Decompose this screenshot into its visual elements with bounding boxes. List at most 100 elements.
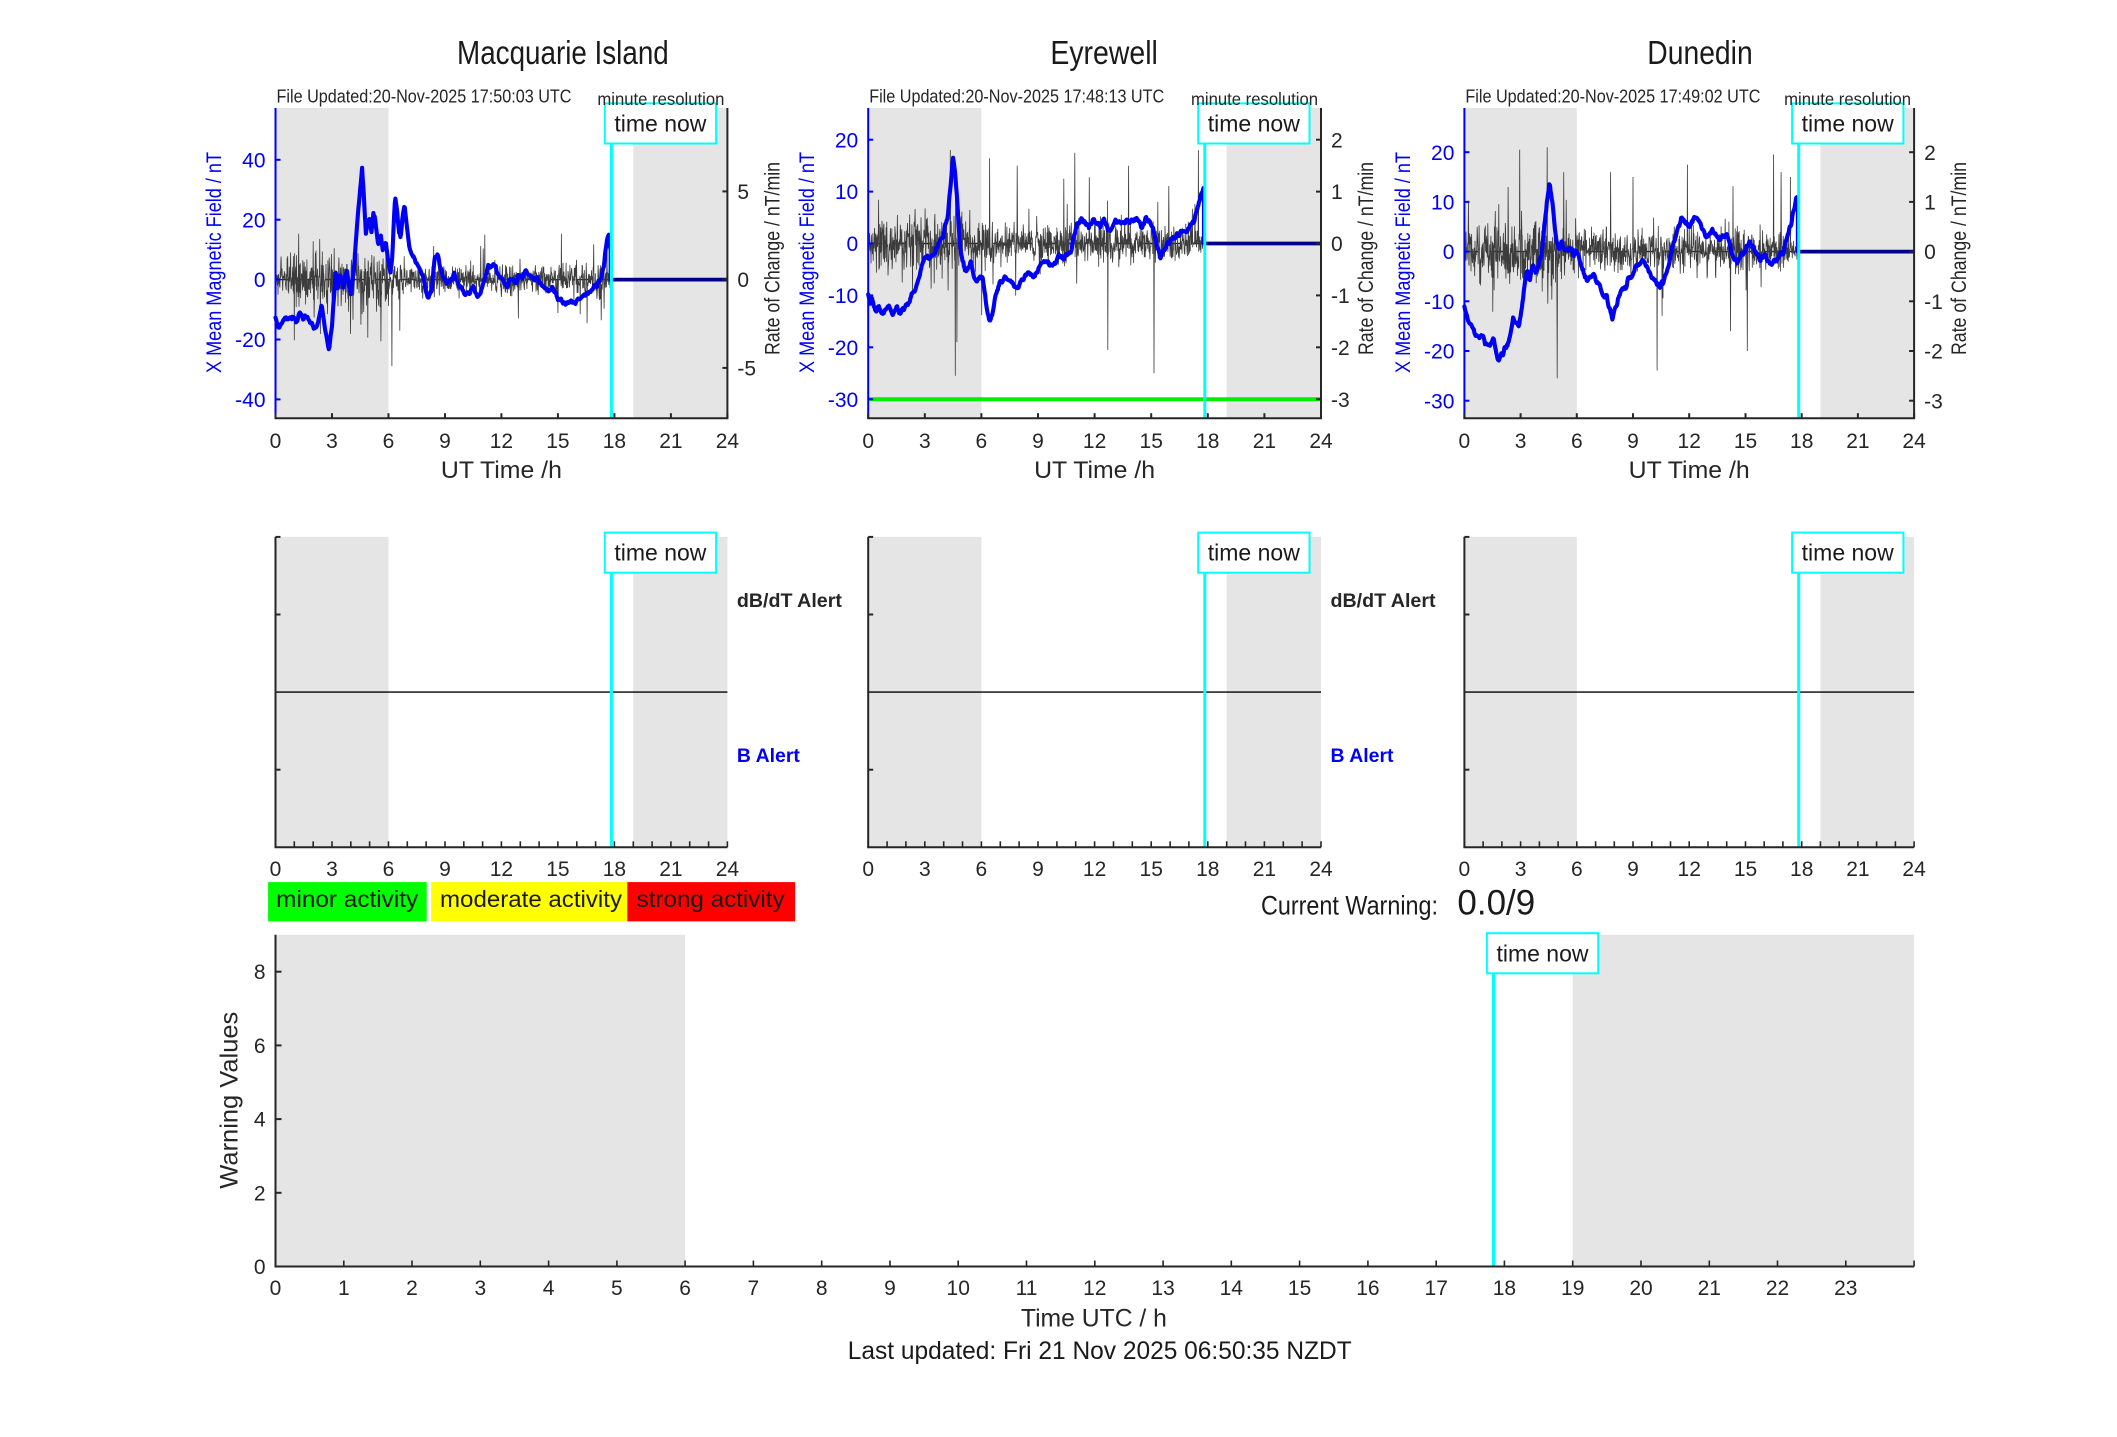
svg-text:14: 14 xyxy=(1220,1277,1244,1300)
svg-text:0.0/9: 0.0/9 xyxy=(1457,883,1535,922)
svg-text:-2: -2 xyxy=(1331,337,1350,360)
svg-text:20: 20 xyxy=(835,129,858,152)
svg-text:9: 9 xyxy=(1032,430,1044,453)
svg-text:time now: time now xyxy=(1802,540,1894,566)
svg-text:minute resolution: minute resolution xyxy=(1191,89,1318,109)
svg-text:20: 20 xyxy=(1629,1277,1652,1300)
svg-text:9: 9 xyxy=(439,430,451,453)
svg-text:15: 15 xyxy=(546,858,569,881)
svg-text:12: 12 xyxy=(1083,1277,1106,1300)
svg-text:8: 8 xyxy=(816,1277,828,1300)
svg-text:X Mean Magnetic Field / nT: X Mean Magnetic Field / nT xyxy=(796,152,819,373)
svg-text:15: 15 xyxy=(1734,430,1757,453)
svg-text:-10: -10 xyxy=(1424,291,1454,314)
svg-text:3: 3 xyxy=(326,858,338,881)
svg-text:minor activity: minor activity xyxy=(276,886,419,912)
svg-text:2: 2 xyxy=(1331,129,1343,152)
svg-text:23: 23 xyxy=(1834,1277,1857,1300)
svg-text:3: 3 xyxy=(919,430,931,453)
svg-text:9: 9 xyxy=(1627,858,1639,881)
svg-text:24: 24 xyxy=(716,858,740,881)
svg-text:15: 15 xyxy=(546,430,569,453)
svg-text:time now: time now xyxy=(1496,940,1588,966)
svg-text:-20: -20 xyxy=(1424,341,1454,364)
svg-text:18: 18 xyxy=(1790,858,1813,881)
svg-text:0: 0 xyxy=(847,233,859,256)
svg-text:1: 1 xyxy=(338,1277,350,1300)
svg-text:18: 18 xyxy=(1790,430,1813,453)
svg-text:7: 7 xyxy=(748,1277,760,1300)
svg-text:40: 40 xyxy=(242,149,265,172)
svg-text:File Updated:20-Nov-2025 17:50: File Updated:20-Nov-2025 17:50:03 UTC xyxy=(277,87,572,107)
svg-text:-5: -5 xyxy=(737,357,756,380)
svg-text:dB/dT Alert: dB/dT Alert xyxy=(737,590,843,612)
svg-text:9: 9 xyxy=(1032,858,1044,881)
svg-text:1: 1 xyxy=(1924,192,1936,215)
svg-text:Warning Values: Warning Values xyxy=(216,1012,244,1189)
svg-text:21: 21 xyxy=(1846,430,1869,453)
svg-text:6: 6 xyxy=(254,1035,266,1058)
svg-text:Dunedin: Dunedin xyxy=(1647,34,1752,71)
svg-text:18: 18 xyxy=(1196,430,1219,453)
svg-text:16: 16 xyxy=(1356,1277,1379,1300)
svg-text:2: 2 xyxy=(254,1182,266,1205)
svg-text:-2: -2 xyxy=(1924,341,1943,364)
svg-text:21: 21 xyxy=(659,858,682,881)
svg-text:3: 3 xyxy=(474,1277,486,1300)
svg-text:12: 12 xyxy=(1678,430,1701,453)
svg-text:3: 3 xyxy=(326,430,338,453)
svg-text:8: 8 xyxy=(254,961,266,984)
svg-text:6: 6 xyxy=(679,1277,691,1300)
svg-text:-30: -30 xyxy=(1424,390,1454,413)
svg-text:-1: -1 xyxy=(1331,285,1350,308)
svg-text:21: 21 xyxy=(1698,1277,1721,1300)
svg-text:0: 0 xyxy=(1459,858,1471,881)
svg-text:24: 24 xyxy=(1309,430,1333,453)
svg-text:22: 22 xyxy=(1766,1277,1789,1300)
svg-text:X Mean Magnetic Field / nT: X Mean Magnetic Field / nT xyxy=(1392,152,1415,373)
svg-text:18: 18 xyxy=(603,430,626,453)
svg-text:13: 13 xyxy=(1151,1277,1174,1300)
svg-text:Rate of Change / nT/min: Rate of Change / nT/min xyxy=(1948,162,1971,355)
svg-text:1: 1 xyxy=(1331,181,1343,204)
svg-text:12: 12 xyxy=(490,430,513,453)
svg-text:17: 17 xyxy=(1425,1277,1448,1300)
svg-text:12: 12 xyxy=(1083,430,1106,453)
svg-text:time now: time now xyxy=(1208,540,1300,566)
svg-text:B Alert: B Alert xyxy=(1331,745,1394,767)
svg-text:Rate of Change / nT/min: Rate of Change / nT/min xyxy=(1355,162,1378,355)
svg-text:21: 21 xyxy=(1253,430,1276,453)
svg-text:File Updated:20-Nov-2025 17:48: File Updated:20-Nov-2025 17:48:13 UTC xyxy=(869,87,1164,107)
svg-text:2: 2 xyxy=(406,1277,418,1300)
svg-text:Time UTC / h: Time UTC / h xyxy=(1021,1304,1167,1332)
svg-text:0: 0 xyxy=(270,858,282,881)
svg-text:11: 11 xyxy=(1016,1277,1038,1300)
svg-text:6: 6 xyxy=(976,430,988,453)
svg-text:-40: -40 xyxy=(235,389,265,412)
svg-text:2: 2 xyxy=(1924,142,1936,165)
svg-text:0: 0 xyxy=(1443,241,1455,264)
svg-text:moderate activity: moderate activity xyxy=(440,886,623,912)
svg-text:UT Time /h: UT Time /h xyxy=(1034,457,1155,484)
svg-text:24: 24 xyxy=(716,430,740,453)
svg-text:time now: time now xyxy=(1208,111,1300,137)
svg-text:19: 19 xyxy=(1561,1277,1584,1300)
svg-text:21: 21 xyxy=(1846,858,1869,881)
svg-text:24: 24 xyxy=(1902,430,1926,453)
svg-text:-30: -30 xyxy=(828,389,858,412)
svg-text:3: 3 xyxy=(919,858,931,881)
svg-text:15: 15 xyxy=(1734,858,1757,881)
svg-text:5: 5 xyxy=(737,181,749,204)
svg-text:10: 10 xyxy=(835,181,858,204)
svg-text:-3: -3 xyxy=(1924,390,1943,413)
svg-text:9: 9 xyxy=(439,858,451,881)
svg-text:0: 0 xyxy=(737,269,749,292)
svg-text:21: 21 xyxy=(1253,858,1276,881)
svg-text:3: 3 xyxy=(1515,430,1527,453)
svg-text:0: 0 xyxy=(1924,241,1936,264)
svg-text:Eyrewell: Eyrewell xyxy=(1050,34,1158,71)
svg-text:6: 6 xyxy=(976,858,988,881)
svg-text:12: 12 xyxy=(1083,858,1106,881)
svg-text:12: 12 xyxy=(1678,858,1701,881)
svg-text:minute resolution: minute resolution xyxy=(1784,89,1911,109)
